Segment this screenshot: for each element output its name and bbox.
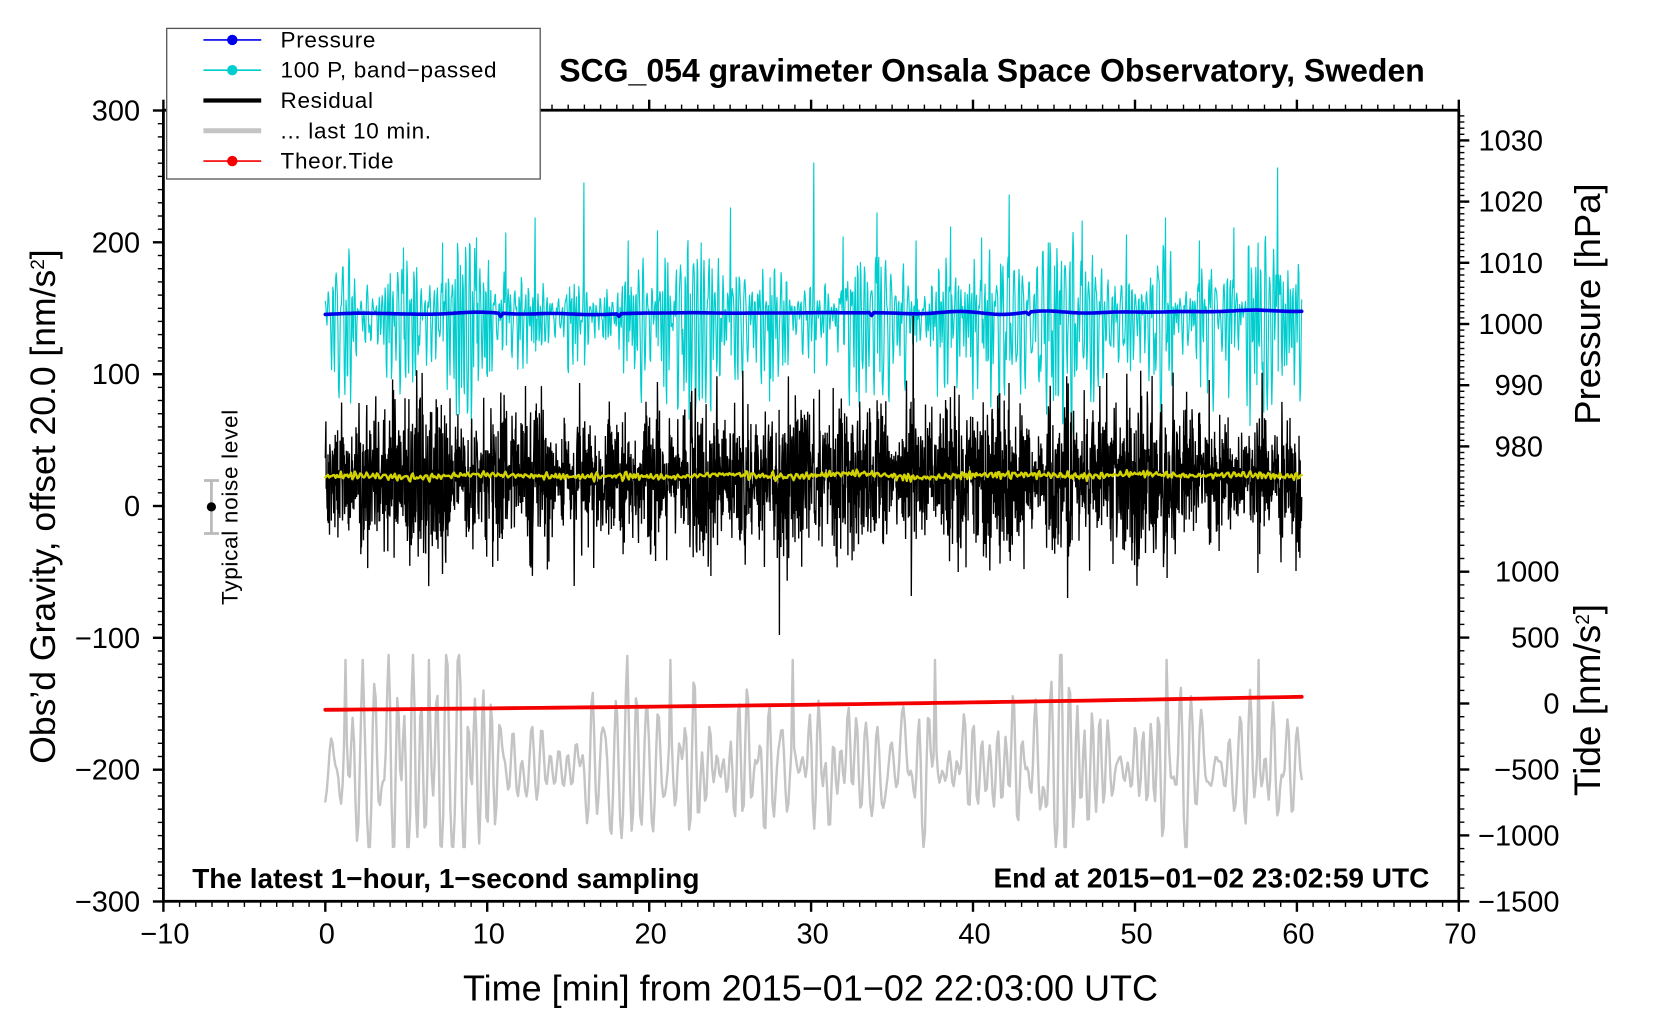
- svg-text:30: 30: [796, 919, 828, 951]
- svg-text:10: 10: [473, 919, 505, 951]
- svg-text:Pressure: Pressure: [281, 27, 377, 52]
- svg-text:−500: −500: [1494, 754, 1559, 786]
- svg-text:1020: 1020: [1478, 187, 1543, 219]
- svg-text:990: 990: [1495, 370, 1543, 402]
- svg-text:Typical noise level: Typical noise level: [218, 409, 243, 605]
- svg-text:−10: −10: [140, 919, 189, 951]
- svg-text:100 P, band−passed: 100 P, band−passed: [281, 58, 498, 83]
- svg-text:300: 300: [92, 96, 140, 128]
- svg-text:50: 50: [1120, 919, 1152, 951]
- svg-text:40: 40: [958, 919, 990, 951]
- svg-text:Time [min] from 2015−01−02 22:: Time [min] from 2015−01−02 22:03:00 UTC: [463, 967, 1158, 1008]
- svg-text:Tide [nm/s2]: Tide [nm/s2]: [1567, 604, 1608, 796]
- svg-text:Residual: Residual: [281, 88, 374, 113]
- svg-text:1000: 1000: [1495, 557, 1560, 589]
- svg-text:Obs’d Gravity, offset 20.0 [nm: Obs’d Gravity, offset 20.0 [nm/s2]: [23, 249, 63, 763]
- svg-text:0: 0: [319, 919, 335, 951]
- svg-text:980: 980: [1495, 431, 1543, 463]
- svg-text:−1500: −1500: [1478, 886, 1559, 918]
- svg-text:0: 0: [124, 491, 140, 523]
- svg-text:60: 60: [1282, 919, 1314, 951]
- svg-text:SCG_054 gravimeter Onsala Spac: SCG_054 gravimeter Onsala Space Observat…: [559, 53, 1425, 89]
- svg-text:100: 100: [92, 359, 140, 391]
- svg-text:−100: −100: [75, 623, 140, 655]
- svg-text:−300: −300: [75, 886, 140, 918]
- svg-text:Pressure [hPa]: Pressure [hPa]: [1567, 183, 1608, 424]
- svg-text:70: 70: [1444, 919, 1476, 951]
- svg-text:0: 0: [1543, 689, 1559, 721]
- svg-text:500: 500: [1511, 623, 1559, 655]
- svg-text:20: 20: [635, 919, 667, 951]
- svg-text:1010: 1010: [1478, 248, 1543, 280]
- svg-text:−1000: −1000: [1478, 820, 1559, 852]
- svg-text:End at 2015−01−02 23:02:59 UTC: End at 2015−01−02 23:02:59 UTC: [993, 863, 1429, 894]
- svg-text:... last 10 min.: ... last 10 min.: [281, 118, 432, 143]
- svg-text:The latest 1−hour, 1−second sa: The latest 1−hour, 1−second sampling: [192, 863, 699, 894]
- svg-text:−200: −200: [75, 755, 140, 787]
- svg-text:1000: 1000: [1478, 309, 1543, 341]
- svg-text:Theor.Tide: Theor.Tide: [281, 149, 395, 174]
- svg-text:1030: 1030: [1478, 125, 1543, 157]
- svg-text:200: 200: [92, 227, 140, 259]
